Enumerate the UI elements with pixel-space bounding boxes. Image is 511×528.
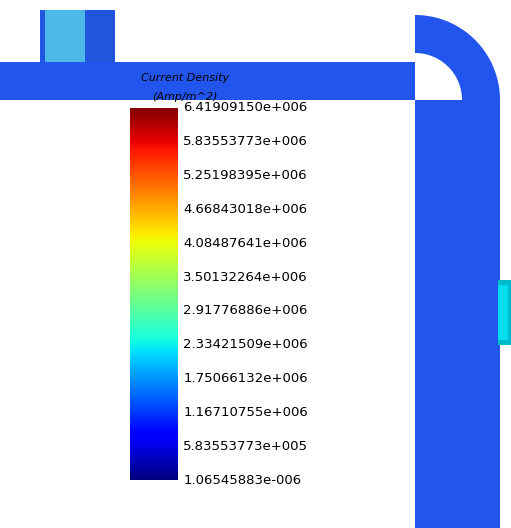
- Text: 4.66843018e+006: 4.66843018e+006: [183, 203, 307, 216]
- Text: 5.83553773e+006: 5.83553773e+006: [183, 135, 308, 148]
- Text: 5.25198395e+006: 5.25198395e+006: [183, 169, 308, 182]
- Polygon shape: [40, 10, 115, 62]
- Text: Current Density: Current Density: [141, 73, 229, 83]
- Polygon shape: [0, 62, 415, 100]
- Text: 1.16710755e+006: 1.16710755e+006: [183, 406, 308, 419]
- Text: 1.06545883e-006: 1.06545883e-006: [183, 474, 301, 486]
- Text: 6.41909150e+006: 6.41909150e+006: [183, 101, 307, 115]
- Polygon shape: [45, 10, 85, 62]
- Text: 5.83553773e+005: 5.83553773e+005: [183, 440, 308, 452]
- Polygon shape: [498, 285, 508, 340]
- Polygon shape: [498, 280, 511, 345]
- Text: 1.75066132e+006: 1.75066132e+006: [183, 372, 308, 385]
- Text: 3.50132264e+006: 3.50132264e+006: [183, 270, 308, 284]
- Text: 4.08487641e+006: 4.08487641e+006: [183, 237, 307, 250]
- Text: 2.91776886e+006: 2.91776886e+006: [183, 305, 308, 317]
- Polygon shape: [415, 15, 500, 100]
- Polygon shape: [415, 100, 500, 528]
- Text: 2.33421509e+006: 2.33421509e+006: [183, 338, 308, 351]
- Text: (Amp/m^2): (Amp/m^2): [152, 92, 217, 102]
